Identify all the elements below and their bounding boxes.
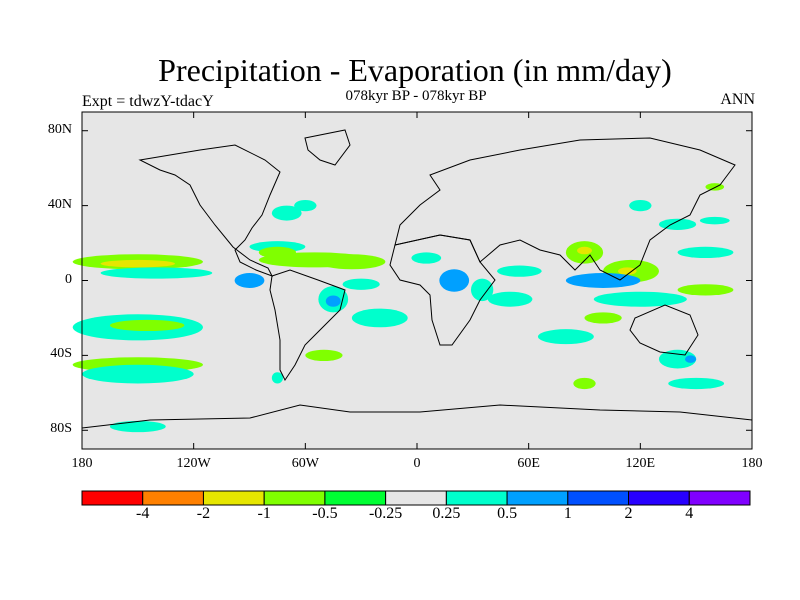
colorbar-label: 0.25: [432, 505, 461, 522]
anomaly-patch: [593, 291, 687, 307]
anomaly-patch: [487, 291, 533, 307]
coastlines: [81, 129, 753, 429]
colorbar-label: -4: [136, 505, 150, 522]
y-tick-label: 40S: [50, 346, 72, 362]
anomaly-field: [72, 183, 734, 433]
coastline-australia: [629, 304, 699, 356]
colorbar-swatch: [445, 490, 508, 506]
coastline-south-america: [269, 269, 346, 381]
anomaly-patch: [439, 269, 470, 292]
x-tick-label: 0: [413, 456, 421, 471]
colorbar-swatch: [688, 490, 751, 506]
anomaly-patch: [565, 273, 641, 288]
x-tick-label: 60E: [517, 456, 540, 471]
anomaly-patch: [618, 267, 637, 275]
coastline-north-america: [138, 144, 281, 277]
anomaly-patch: [470, 278, 494, 302]
colorbar-swatch: [628, 490, 690, 506]
experiment-label: Expt = tdwzY-tdacY: [82, 93, 214, 110]
anomaly-patch: [668, 377, 725, 390]
y-tick-label: 80N: [47, 121, 72, 137]
colorbar-label: -2: [196, 505, 211, 522]
anomaly-patch: [258, 246, 297, 259]
anomaly-patch: [629, 199, 652, 212]
anomaly-patch: [577, 246, 592, 255]
x-tick-label: 60W: [291, 456, 319, 471]
colorbar-label: -1: [257, 505, 271, 522]
season-label: ANN: [720, 91, 755, 108]
anomaly-patch: [82, 364, 194, 384]
colorbar: [81, 490, 751, 506]
anomaly-patch: [305, 349, 343, 362]
anomaly-patch: [705, 183, 725, 191]
colorbar-label: -0.5: [312, 505, 338, 522]
axis-ticks: [81, 112, 753, 449]
colorbar-swatch: [81, 490, 144, 506]
anomaly-patch: [573, 377, 596, 390]
plot-subtitle: 078kyr BP - 078kyr BP: [345, 88, 487, 104]
anomaly-patch: [658, 349, 697, 369]
colorbar-label: 4: [685, 505, 694, 522]
colorbar-label: 0.5: [497, 505, 518, 522]
y-tick-label: 0: [65, 271, 72, 287]
colorbar-swatch: [202, 490, 265, 506]
x-tick-label: 120E: [625, 456, 656, 471]
anomaly-patch: [271, 372, 283, 384]
colorbar-label: -0.25: [368, 505, 403, 522]
anomaly-patch: [537, 329, 594, 345]
anomaly-patch: [685, 355, 697, 363]
y-tick-label: 80S: [50, 421, 72, 437]
anomaly-patch: [109, 420, 166, 433]
anomaly-patch: [325, 295, 341, 307]
map-ocean-background: [82, 112, 752, 449]
colorbar-swatch: [324, 490, 387, 506]
anomaly-patch: [271, 205, 302, 221]
anomaly-patch: [234, 273, 265, 288]
colorbar-label: 2: [624, 505, 633, 522]
anomaly-patch: [100, 267, 213, 279]
plot-title: Precipitation - Evaporation (in mm/day): [158, 52, 672, 88]
colorbar-swatch: [385, 490, 447, 506]
x-tick-label: 180: [71, 456, 93, 471]
colorbar-swatch: [142, 490, 204, 506]
colorbar-swatch: [506, 490, 569, 506]
coastline-greenland: [304, 129, 351, 166]
x-tick-label: 120W: [176, 456, 211, 471]
anomaly-patch: [584, 312, 622, 324]
anomaly-patch: [658, 218, 697, 230]
colorbar-swatch: [567, 490, 630, 506]
anomaly-patch: [677, 284, 734, 296]
anomaly-patch: [699, 216, 730, 225]
anomaly-patch: [677, 246, 734, 259]
anomaly-patch: [342, 278, 380, 290]
anomaly-patch: [318, 254, 386, 270]
anomaly-patch: [411, 252, 442, 264]
x-tick-label: 180: [741, 456, 763, 471]
coastline-antarctica: [81, 404, 753, 429]
anomaly-patch: [109, 319, 185, 332]
coastline-eurasia: [394, 137, 736, 281]
anomaly-patch: [294, 199, 317, 212]
anomaly-patch: [497, 265, 542, 277]
colorbar-swatch: [263, 490, 326, 506]
y-tick-label: 40N: [47, 196, 72, 212]
colorbar-label: 1: [563, 505, 572, 522]
anomaly-patch: [351, 308, 408, 328]
anomaly-patch: [100, 259, 176, 268]
